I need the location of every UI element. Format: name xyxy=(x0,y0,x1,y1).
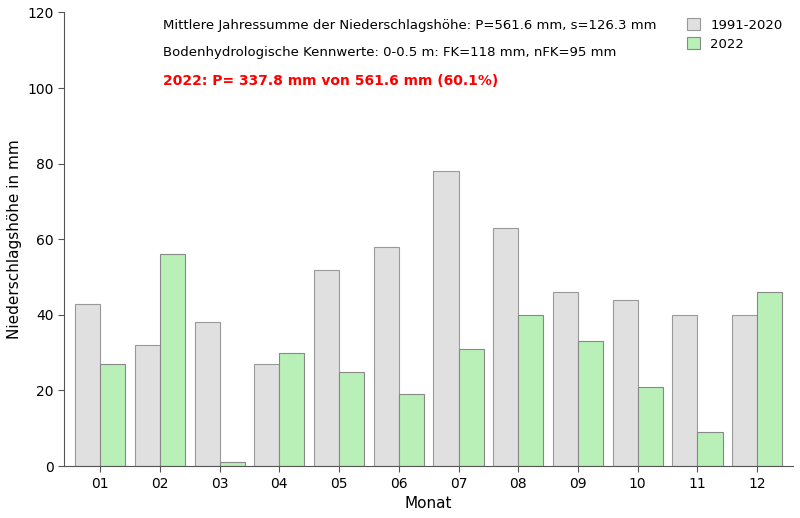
X-axis label: Monat: Monat xyxy=(405,496,453,511)
Bar xyxy=(518,315,543,466)
Bar xyxy=(339,371,364,466)
Y-axis label: Niederschlagshöhe in mm: Niederschlagshöhe in mm xyxy=(7,139,22,339)
Text: Bodenhydrologische Kennwerte: 0-0.5 m: FK=118 mm, nFK=95 mm: Bodenhydrologische Kennwerte: 0-0.5 m: F… xyxy=(162,47,616,60)
Legend: 1991-2020, 2022: 1991-2020, 2022 xyxy=(682,15,786,54)
Bar xyxy=(434,171,458,466)
Bar xyxy=(638,387,663,466)
Bar xyxy=(134,345,160,466)
Bar xyxy=(613,300,638,466)
Bar xyxy=(758,292,782,466)
Bar xyxy=(220,462,245,466)
Bar xyxy=(399,394,424,466)
Bar xyxy=(732,315,758,466)
Bar xyxy=(374,247,399,466)
Bar xyxy=(254,364,279,466)
Bar xyxy=(493,228,518,466)
Bar xyxy=(194,322,220,466)
Bar xyxy=(553,292,578,466)
Bar xyxy=(160,254,185,466)
Text: 2022: P= 337.8 mm von 561.6 mm (60.1%): 2022: P= 337.8 mm von 561.6 mm (60.1%) xyxy=(162,74,498,88)
Bar xyxy=(458,349,484,466)
Bar xyxy=(672,315,698,466)
Bar xyxy=(100,364,126,466)
Text: Mittlere Jahressumme der Niederschlagshöhe: P=561.6 mm, s=126.3 mm: Mittlere Jahressumme der Niederschlagshö… xyxy=(162,19,656,32)
Bar xyxy=(314,269,339,466)
Bar xyxy=(75,304,100,466)
Bar xyxy=(578,341,603,466)
Bar xyxy=(698,432,722,466)
Bar xyxy=(279,353,305,466)
